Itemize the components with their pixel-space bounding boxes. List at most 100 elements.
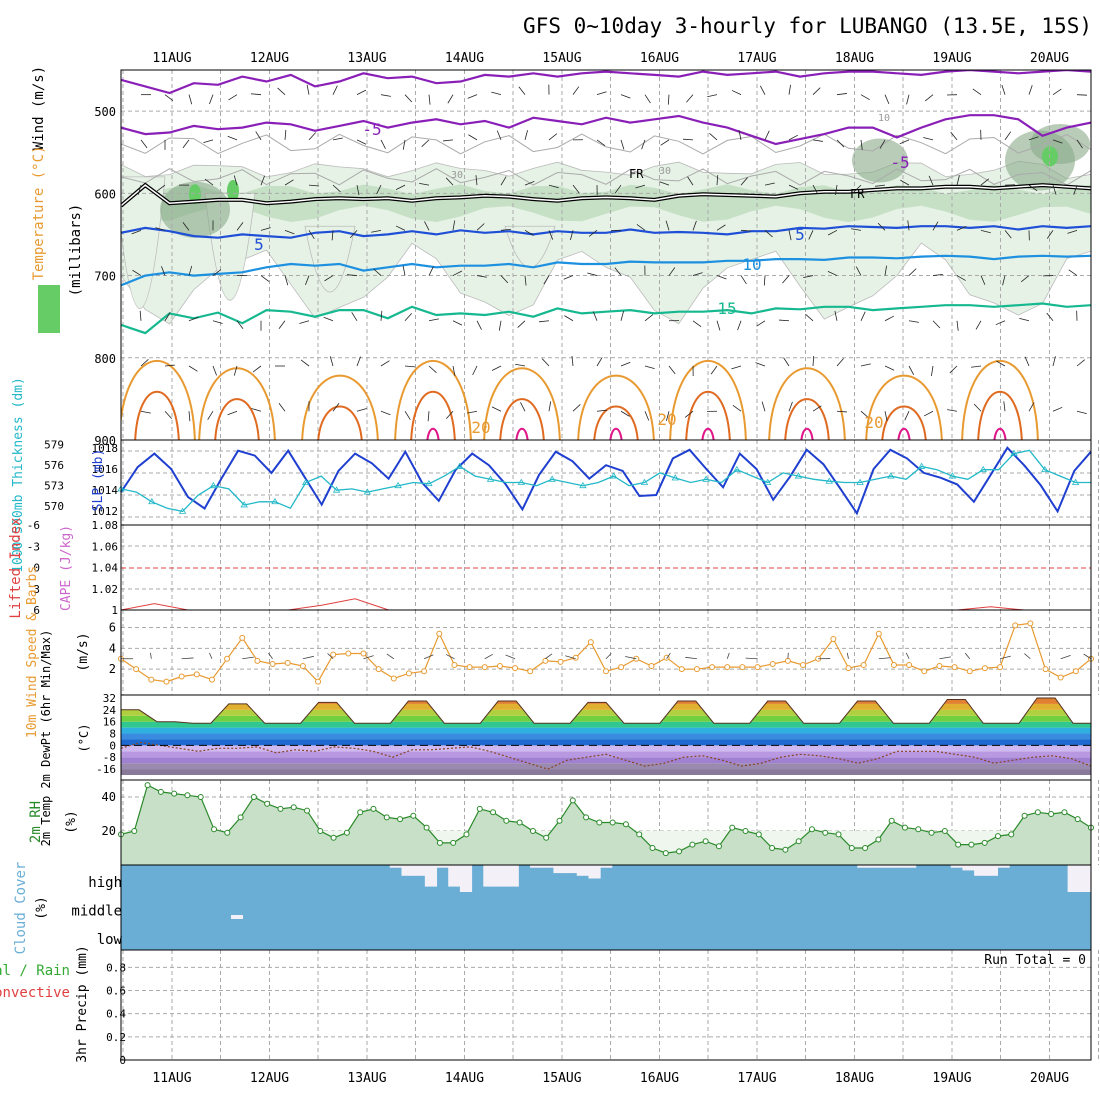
wind-barb [1076, 410, 1087, 415]
isotherm-loop-30 [609, 427, 623, 440]
rh-marker [516, 819, 523, 826]
wind-barb [570, 230, 574, 241]
upper-y-tick: 700 [94, 270, 116, 284]
wind-barb [524, 180, 535, 186]
wind-barb [164, 364, 175, 367]
date-label-top: 19AUG [932, 51, 971, 66]
wind10m-marker [390, 675, 397, 682]
thickness-marker [948, 472, 957, 479]
cloud-clear-cell [868, 865, 882, 868]
date-label-bottom: 17AUG [737, 1071, 776, 1086]
wind-barb [732, 405, 742, 412]
wind-barb [452, 220, 456, 231]
slp-right-tick: 1014 [92, 484, 119, 497]
rh-marker [277, 805, 284, 812]
rh-marker [636, 831, 643, 838]
cloud-clear-cell [997, 865, 1010, 868]
rh-marker [250, 794, 257, 800]
wind10m-marker [315, 678, 322, 685]
precip-y-tick: 0.8 [106, 961, 126, 974]
rh-marker [583, 814, 590, 821]
run-total-label: Run Total = 0 [984, 953, 1086, 968]
wind-barb [1028, 85, 1033, 95]
wind10m-marker [936, 663, 943, 670]
slp-line [120, 446, 1092, 516]
wind-barb [323, 316, 334, 322]
wind-barb [212, 320, 223, 324]
wind-barb [755, 362, 766, 367]
wind10m-marker [269, 660, 276, 667]
wind10m-marker [178, 673, 185, 680]
wind-barb [476, 275, 487, 278]
wind10m-marker [1042, 666, 1049, 673]
precip-y-tick: 0.2 [106, 1031, 126, 1044]
wind10m-barb [445, 654, 455, 660]
date-label-top: 13AUG [347, 51, 386, 66]
wind10m-barb [745, 657, 758, 660]
wind-barb [140, 359, 149, 367]
wind10m-marker [845, 665, 852, 672]
wind-barb [284, 179, 294, 186]
wind10m-marker [769, 660, 776, 667]
wind-barb [924, 94, 934, 102]
wind-barb [707, 94, 718, 98]
temp-band-group [121, 698, 1091, 775]
rh-marker [795, 838, 802, 845]
isotherm-loop-20 [768, 367, 846, 440]
rh-marker [357, 809, 364, 816]
wind10m-marker [224, 655, 231, 662]
date-label-top: 14AUG [445, 51, 484, 66]
wind10m-barb [268, 652, 273, 659]
isotherm-label: 5 [795, 225, 805, 244]
wind-barb [251, 408, 262, 412]
isotherm-loop-25 [499, 398, 545, 440]
cloud-clear-cell [1067, 865, 1080, 892]
wind-barb [447, 94, 454, 104]
cape-right-tick: 1.04 [92, 562, 119, 575]
isotherm-line-minus10 [121, 70, 1091, 95]
temp-y-tick: -16 [96, 763, 116, 776]
wind10m-barb [605, 653, 612, 660]
wind-barb [620, 311, 624, 321]
rh-contour-label: 30 [451, 170, 463, 181]
temp-band [121, 745, 1091, 752]
wind-barb [137, 185, 142, 195]
wind-barb [1046, 312, 1054, 322]
rh-marker [609, 819, 616, 826]
rh-y-tick: 40 [102, 790, 116, 804]
wind-barb [805, 313, 814, 322]
wind-barb [1092, 227, 1100, 230]
wind10m-marker [239, 634, 246, 641]
wind-barb [260, 175, 265, 186]
wind-barb [475, 175, 478, 186]
wind10m-marker [1072, 668, 1079, 675]
wind10m-marker [481, 664, 488, 671]
freezing-label: FR [629, 167, 644, 181]
wind-barb [209, 94, 214, 105]
wind10m-marker [800, 662, 807, 668]
isotherm-loop-25 [977, 390, 1023, 440]
wind-barb [395, 225, 406, 231]
wind-barb [571, 356, 574, 367]
wind-barb [596, 139, 606, 147]
wind-barb [956, 226, 967, 231]
wind-barb [233, 365, 238, 376]
cloud-clear-cell [950, 865, 963, 868]
wind-barb [668, 365, 676, 375]
wind-barb [1024, 356, 1030, 367]
thickness-marker [579, 481, 587, 489]
wind-barb [875, 184, 886, 187]
isotherm-loop-30 [897, 427, 911, 440]
wind10m-marker [997, 664, 1004, 671]
freezing-line-inner [121, 184, 1091, 207]
wind-barb [188, 411, 191, 422]
wind-barb [716, 224, 726, 231]
isotherm-label: -5 [890, 153, 909, 172]
rh-marker [370, 805, 377, 812]
wind-barb [738, 130, 742, 140]
cape-right-tick: 1.08 [92, 519, 119, 532]
wind-barb [373, 268, 382, 276]
wind-barb [491, 406, 502, 412]
cloud-clear-cell [494, 865, 508, 887]
thickness-marker [917, 462, 926, 469]
